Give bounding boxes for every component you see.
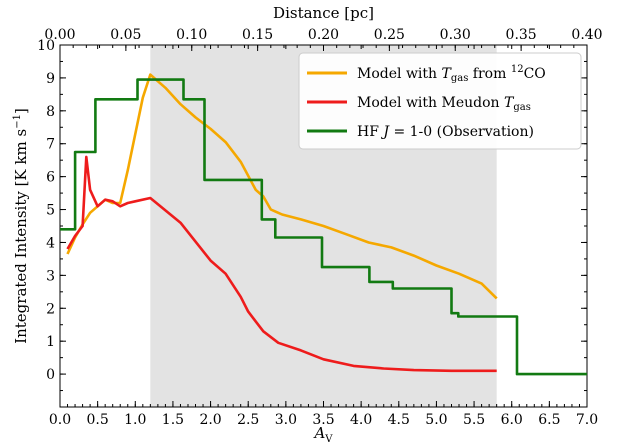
- series-line-model_meudon: [66, 155, 497, 373]
- x-tick-label: 1.5: [162, 412, 184, 428]
- x-tick-label: 0.5: [87, 412, 109, 428]
- y-tick-label: 3: [46, 268, 55, 284]
- top-tick-label: 0.25: [374, 27, 405, 43]
- series-line-hf_obs: [60, 78, 587, 376]
- top-tick-label: 0.05: [110, 27, 141, 43]
- top-axis-title: Distance [pc]: [273, 4, 374, 22]
- legend-label-hf-obs: HF J = 1-0 (Observation): [357, 124, 534, 140]
- y-tick-label: 9: [46, 71, 55, 87]
- top-tick-label: 0.10: [176, 27, 207, 43]
- y-tick-label: 1: [46, 334, 55, 350]
- legend-label-model-12co: Model with Tgas from 12CO: [357, 64, 546, 84]
- x-tick-label: 7.0: [576, 412, 598, 428]
- series-lines: [60, 73, 587, 376]
- legend: Model with Tgas from 12CO Model with Meu…: [298, 52, 582, 150]
- top-tick-label: 0.35: [506, 27, 537, 43]
- x-tick-label: 5.5: [463, 412, 485, 428]
- legend-label-model-meudon: Model with Meudon Tgas: [357, 95, 531, 113]
- top-tick-label: 0.00: [44, 27, 75, 43]
- y-tick-label: 5: [46, 203, 55, 219]
- top-tick-label: 0.40: [571, 27, 602, 43]
- y-tick-label: 6: [46, 170, 55, 186]
- x-axis-title: AV: [312, 424, 333, 445]
- ticks: [59, 44, 588, 408]
- y-tick-label: 4: [46, 235, 55, 251]
- tick-labels: 0.0 0.5 1.0 1.5 2.0 2.5 3.0 3.5 4.0 4.5 5.0 5.5 6.0 6…: [37, 27, 602, 428]
- y-tick-label: 2: [46, 301, 55, 317]
- y-tick-label: 8: [46, 104, 55, 120]
- x-tick-label: 1.0: [124, 412, 146, 428]
- top-tick-label: 0.20: [308, 27, 339, 43]
- top-tick-label: 0.15: [242, 27, 273, 43]
- legend-box: [298, 52, 582, 150]
- x-tick-label: 3.0: [275, 412, 297, 428]
- y-axis-title: Integrated Intensity [K km s−1]: [12, 108, 30, 344]
- x-tick-label: 4.0: [350, 412, 372, 428]
- x-tick-label: 2.5: [237, 412, 259, 428]
- x-tick-label: 6.0: [501, 412, 523, 428]
- y-tick-label: 0: [46, 367, 55, 383]
- legend-entry-model-meudon: Model with Meudon Tgas: [307, 95, 531, 113]
- y-tick-label: 10: [37, 38, 55, 54]
- x-tick-label: 4.5: [388, 412, 410, 428]
- y-tick-label: 7: [46, 137, 55, 153]
- x-tick-label: 6.5: [538, 412, 560, 428]
- x-tick-label: 5.0: [425, 412, 447, 428]
- x-tick-label: 0.0: [49, 412, 71, 428]
- legend-entry-hf-obs: HF J = 1-0 (Observation): [307, 124, 534, 140]
- x-tick-label: 2.0: [199, 412, 221, 428]
- top-tick-label: 0.30: [440, 27, 471, 43]
- x-tick-label: 3.5: [312, 412, 334, 428]
- legend-entry-model-12co: Model with Tgas from 12CO: [307, 64, 546, 84]
